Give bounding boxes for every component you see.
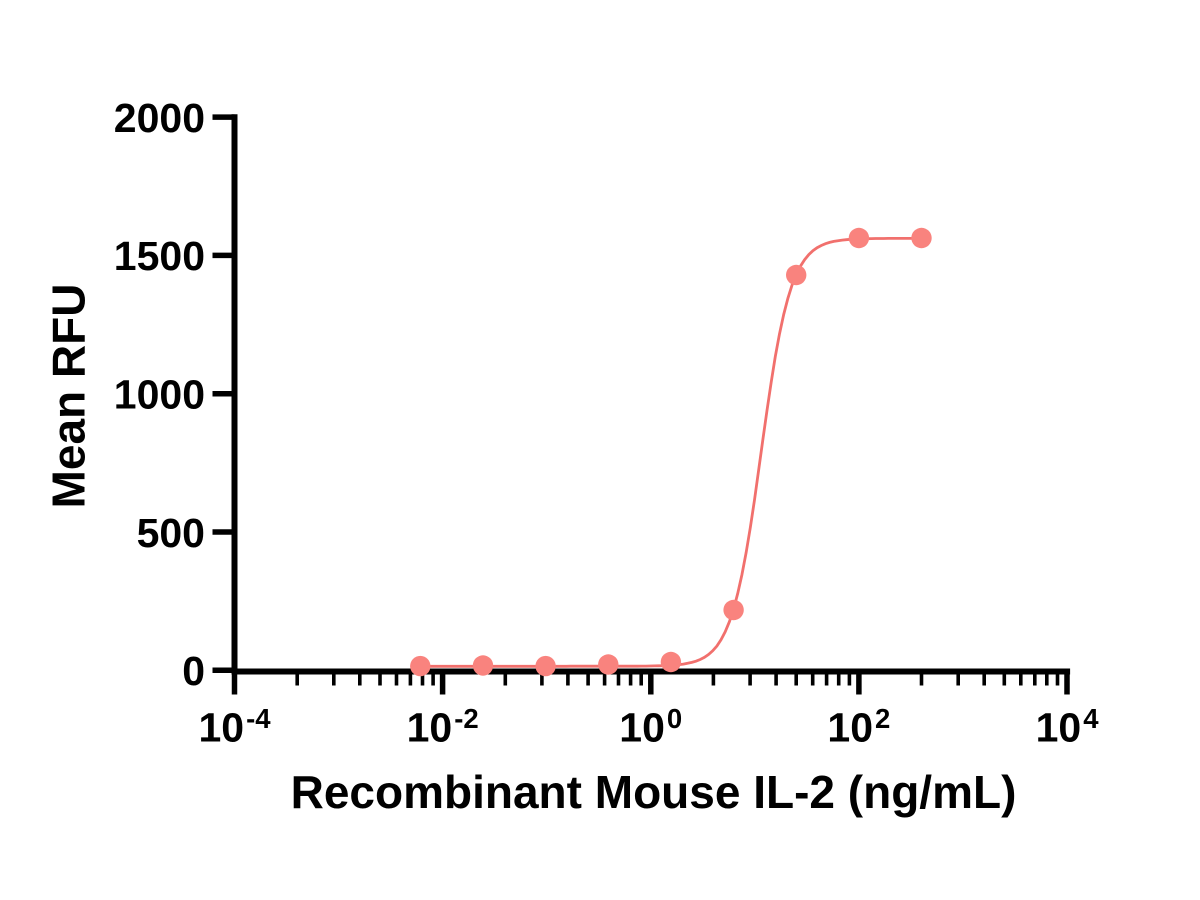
svg-text:10: 10 [199,705,245,751]
svg-text:Mean RFU: Mean RFU [43,284,95,509]
svg-text:10: 10 [619,705,665,751]
svg-text:10: 10 [827,705,873,751]
svg-text:0: 0 [182,648,205,694]
svg-text:-2: -2 [454,703,478,734]
svg-text:500: 500 [137,510,205,556]
svg-text:Recombinant Mouse IL-2 (ng/mL): Recombinant Mouse IL-2 (ng/mL) [291,766,1017,818]
svg-text:10: 10 [407,705,453,751]
svg-text:2000: 2000 [114,95,205,141]
svg-text:1500: 1500 [114,233,205,279]
svg-text:-4: -4 [246,703,271,734]
svg-text:1000: 1000 [114,372,205,418]
svg-text:10: 10 [1036,705,1082,751]
svg-text:2: 2 [875,703,890,734]
svg-text:0: 0 [667,703,682,734]
svg-text:4: 4 [1083,703,1099,734]
